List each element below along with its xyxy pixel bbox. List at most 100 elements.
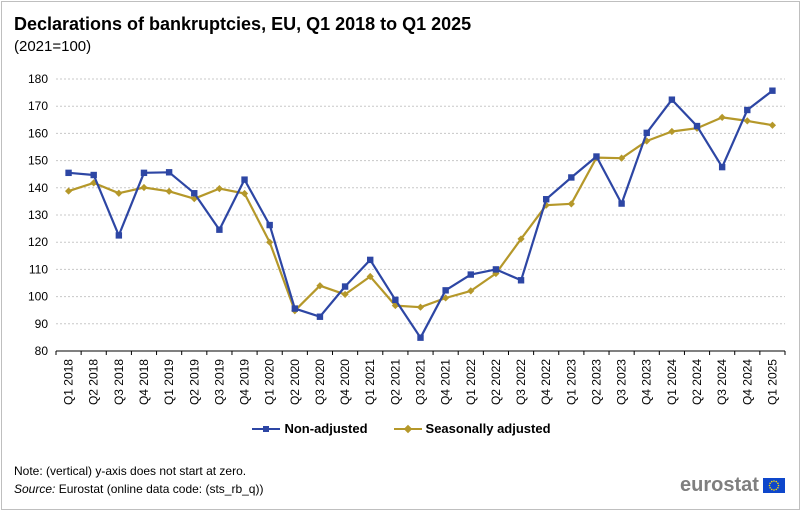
y-tick-label: 150 (28, 154, 48, 168)
source-label: Source: (14, 482, 56, 496)
data-point-non-adjusted (241, 176, 248, 183)
x-tick-label: Q4 2019 (238, 359, 252, 405)
y-tick-label: 80 (35, 344, 49, 358)
y-tick-label: 110 (29, 262, 48, 276)
data-point-non-adjusted (568, 174, 575, 181)
legend-swatch-seasonally-adjusted (393, 423, 422, 435)
data-point-non-adjusted (392, 296, 399, 304)
data-point-seasonally-adjusted (768, 121, 777, 129)
data-point-non-adjusted (744, 106, 751, 114)
x-tick-label: Q3 2022 (514, 359, 528, 405)
data-point-non-adjusted (668, 96, 676, 103)
x-tick-label: Q2 2018 (87, 359, 101, 405)
chart-note: Note: (vertical) y-axis does not start a… (14, 464, 247, 478)
x-tick-label: Q1 2021 (363, 359, 377, 405)
data-point-non-adjusted (90, 171, 97, 179)
data-point-seasonally-adjusted (492, 269, 500, 278)
data-point-seasonally-adjusted (115, 189, 123, 197)
y-tick-label: 130 (28, 208, 48, 222)
legend-label-non-adjusted: Non-adjusted (284, 421, 368, 436)
data-point-non-adjusted (165, 169, 173, 176)
data-point-seasonally-adjusted (743, 117, 751, 125)
data-point-seasonally-adjusted (467, 287, 475, 295)
legend-item-non-adjusted: Non-adjusted (252, 421, 368, 436)
data-point-seasonally-adjusted (517, 235, 525, 243)
data-point-non-adjusted (266, 221, 273, 229)
data-point-seasonally-adjusted (140, 183, 148, 192)
data-point-non-adjusted (417, 334, 424, 341)
x-tick-label: Q1 2024 (665, 359, 679, 405)
x-tick-label: Q3 2019 (212, 359, 226, 405)
x-tick-label: Q4 2018 (137, 359, 151, 405)
chart-source: Source: Eurostat (online data code: (sts… (14, 482, 263, 496)
x-tick-label: Q3 2020 (313, 359, 327, 405)
chart-legend: Non-adjusted Seasonally adjusted (0, 421, 803, 436)
x-tick-label: Q3 2024 (715, 359, 729, 405)
data-point-seasonally-adjusted (643, 137, 651, 145)
data-point-non-adjusted (191, 190, 198, 197)
data-point-seasonally-adjusted (240, 189, 249, 198)
data-point-non-adjusted (291, 305, 299, 312)
data-point-non-adjusted (467, 271, 474, 278)
data-point-non-adjusted (115, 232, 123, 239)
data-point-non-adjusted (517, 277, 525, 284)
y-tick-label: 90 (35, 317, 49, 331)
data-point-non-adjusted (593, 153, 600, 160)
data-point-non-adjusted (693, 122, 701, 130)
source-text: Eurostat (online data code: (sts_rb_q)) (55, 482, 264, 496)
eurostat-logo: eurostat (680, 474, 785, 497)
data-point-non-adjusted (65, 169, 72, 177)
legend-swatch-non-adjusted (252, 423, 281, 435)
x-tick-label: Q1 2020 (263, 359, 277, 405)
chart-subtitle: (2021=100) (14, 38, 92, 55)
data-point-non-adjusted (492, 266, 500, 273)
data-point-non-adjusted (341, 283, 349, 290)
data-point-seasonally-adjusted (316, 282, 324, 290)
y-tick-label: 140 (28, 181, 48, 195)
legend-label-seasonally-adjusted: Seasonally adjusted (425, 421, 551, 436)
y-tick-label: 170 (28, 99, 48, 113)
y-tick-label: 120 (28, 235, 48, 249)
x-tick-label: Q4 2023 (640, 359, 654, 405)
data-point-non-adjusted (367, 256, 374, 264)
data-point-seasonally-adjusted (668, 127, 676, 136)
data-point-seasonally-adjusted (165, 187, 173, 195)
x-tick-label: Q2 2023 (589, 359, 603, 405)
data-point-non-adjusted (140, 169, 148, 177)
x-tick-label: Q2 2024 (690, 359, 704, 405)
x-tick-label: Q2 2020 (288, 359, 302, 405)
x-tick-label: Q4 2020 (338, 359, 352, 405)
x-tick-label: Q4 2021 (439, 359, 453, 405)
x-tick-label: Q3 2023 (615, 359, 629, 405)
series-line-non-adjusted (68, 89, 774, 339)
series-line-seasonally-adjusted (68, 116, 773, 312)
data-point-seasonally-adjusted (567, 200, 575, 208)
data-point-non-adjusted (216, 226, 223, 233)
y-tick-label: 160 (28, 126, 48, 140)
x-tick-label: Q2 2022 (489, 359, 503, 405)
x-tick-label: Q2 2021 (388, 359, 402, 405)
data-point-seasonally-adjusted (416, 303, 425, 311)
x-tick-label: Q2 2019 (187, 359, 201, 405)
data-point-non-adjusted (643, 129, 650, 137)
data-point-non-adjusted (542, 196, 550, 203)
data-point-seasonally-adjusted (215, 185, 223, 193)
data-point-non-adjusted (718, 163, 726, 171)
data-point-seasonally-adjusted (266, 238, 274, 246)
y-tick-label: 180 (28, 72, 48, 86)
data-point-non-adjusted (442, 287, 449, 294)
legend-item-seasonally-adjusted: Seasonally adjusted (393, 421, 551, 436)
x-tick-label: Q1 2022 (464, 359, 478, 405)
data-point-non-adjusted (769, 87, 776, 94)
data-point-seasonally-adjusted (718, 113, 726, 121)
x-tick-label: Q1 2025 (765, 359, 779, 405)
x-tick-label: Q4 2024 (740, 359, 754, 405)
x-tick-label: Q3 2021 (414, 359, 428, 405)
x-tick-label: Q4 2022 (539, 359, 553, 405)
chart-title: Declarations of bankruptcies, EU, Q1 201… (14, 14, 472, 34)
x-tick-label: Q1 2019 (162, 359, 176, 405)
y-tick-label: 100 (28, 290, 48, 304)
eurostat-logo-text: eurostat (680, 474, 759, 496)
data-point-non-adjusted (316, 313, 324, 320)
